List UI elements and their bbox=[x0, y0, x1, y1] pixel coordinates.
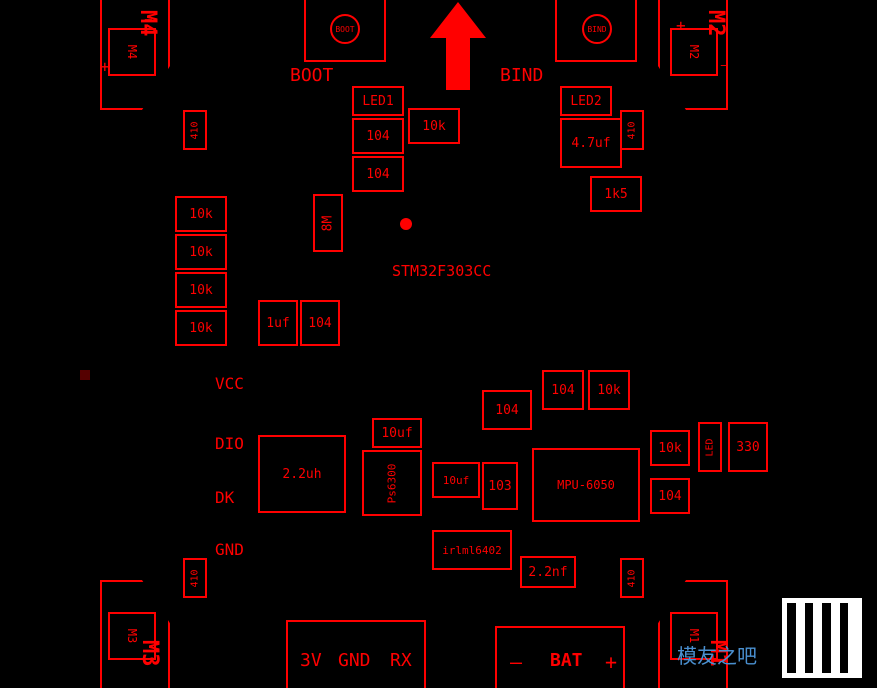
motor-m3-inner: M3 bbox=[108, 612, 156, 660]
comp-res-10k-a: 10k bbox=[408, 108, 460, 144]
lbl-mcu: STM32F303CC bbox=[392, 262, 491, 280]
vcc-pad bbox=[80, 370, 90, 380]
comp-res-10k-c: 10k bbox=[175, 234, 227, 270]
lbl-dk: DK bbox=[215, 488, 234, 507]
comp-led3: LED bbox=[698, 422, 722, 472]
comp-res-10k-e: 10k bbox=[175, 310, 227, 346]
lbl-gnd2: GND bbox=[338, 650, 371, 671]
lbl-bat: BAT bbox=[550, 650, 583, 671]
svg-text:模友之吧: 模友之吧 bbox=[677, 645, 757, 668]
comp-ic-irlml6402: irlml6402 bbox=[432, 530, 512, 570]
comp-cap-10uf-a: 10uf bbox=[372, 418, 422, 448]
lbl-rx: RX bbox=[390, 650, 412, 671]
boot-label: BOOT bbox=[290, 65, 333, 86]
comp-ic-ps6300: Ps6300 bbox=[362, 450, 422, 516]
lbl-bat-plus: + bbox=[605, 650, 617, 674]
motor-m4-inner: M4 — + bbox=[108, 28, 156, 76]
comp-xtal-8m: 8M bbox=[313, 194, 343, 252]
comp-pad-410-b: 410 bbox=[620, 110, 644, 150]
comp-led2: LED2 bbox=[560, 86, 612, 116]
comp-res-10k-b: 10k bbox=[175, 196, 227, 232]
comp-led1: LED1 bbox=[352, 86, 404, 116]
motor-m2-inner: M2 — + bbox=[670, 28, 718, 76]
lbl-3v: 3V bbox=[300, 650, 322, 671]
comp-pad-410-a: 410 bbox=[183, 110, 207, 150]
bind-label: BIND bbox=[500, 65, 543, 86]
comp-cap-104-c: 104 bbox=[300, 300, 340, 346]
comp-ic-mpu6050: MPU-6050 bbox=[532, 448, 640, 522]
comp-res-10k-f: 10k bbox=[588, 370, 630, 410]
comp-cap-104-a: 104 bbox=[352, 118, 404, 154]
boot-button[interactable]: BOOT bbox=[330, 14, 360, 44]
comp-cap-10uf-b: 10uf bbox=[432, 462, 480, 498]
comp-cap-22nf: 2.2nf bbox=[520, 556, 576, 588]
comp-ind-22uh: 2.2uh bbox=[258, 435, 346, 513]
lbl-dio: DIO bbox=[215, 434, 244, 453]
comp-cap-103: 103 bbox=[482, 462, 518, 510]
comp-res-330: 330 bbox=[728, 422, 768, 472]
comp-cap-104-f: 104 bbox=[650, 478, 690, 514]
watermark-logo: 模友之吧 bbox=[667, 633, 767, 678]
lbl-bat-minus: — bbox=[510, 650, 522, 674]
comp-cap-104-b: 104 bbox=[352, 156, 404, 192]
comp-cap-47uf: 4.7uf bbox=[560, 118, 622, 168]
comp-res-10k-d: 10k bbox=[175, 272, 227, 308]
comp-res-1k5: 1k5 bbox=[590, 176, 642, 212]
qr-code bbox=[782, 598, 862, 678]
lbl-gnd: GND bbox=[215, 540, 244, 559]
comp-res-10k-g: 10k bbox=[650, 430, 690, 466]
comp-cap-1uf: 1uf bbox=[258, 300, 298, 346]
comp-cap-104-d: 104 bbox=[482, 390, 532, 430]
direction-arrow bbox=[428, 0, 488, 95]
bind-button[interactable]: BIND bbox=[582, 14, 612, 44]
lbl-vcc: VCC bbox=[215, 374, 244, 393]
comp-pad-410-d: 410 bbox=[620, 558, 644, 598]
pin1-dot bbox=[400, 218, 412, 230]
comp-pad-410-c: 410 bbox=[183, 558, 207, 598]
pcb-board: M4 M4 — + M2 M2 — + M3 M3 M1 M1 BOOT BOO… bbox=[0, 0, 877, 688]
comp-cap-104-e: 104 bbox=[542, 370, 584, 410]
